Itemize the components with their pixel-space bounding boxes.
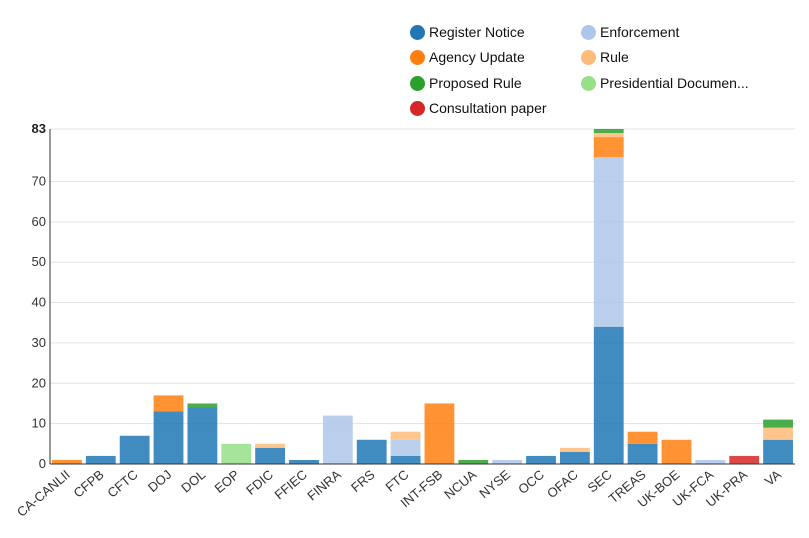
- bar-segment: VA — Register Notice: 6: [763, 439, 793, 464]
- legend-label: Agency Update: [429, 49, 525, 65]
- bar-segment: INT-FSB — Agency Update: 15: [424, 403, 455, 464]
- legend-item-enforcement[interactable]: Enforcement: [581, 21, 679, 43]
- legend-item-register-notice[interactable]: Register Notice: [410, 21, 525, 43]
- bar-segment: SEC — Rule: 1: [593, 133, 624, 138]
- legend-label: Enforcement: [600, 24, 680, 40]
- bar-segment: FDIC — Register Notice: 4: [255, 447, 286, 464]
- bar-segment: DOL — Register Notice: 14: [187, 407, 218, 464]
- legend-item-agency-update[interactable]: Agency Update: [410, 46, 525, 68]
- bar-segment: CFPB — Register Notice: 2: [85, 455, 116, 464]
- y-tick-label: 0: [39, 456, 46, 471]
- legend-item-presidential-documents[interactable]: Presidential Documen...: [581, 72, 749, 94]
- y-tick-label: 70: [32, 173, 46, 188]
- legend-label: Rule: [600, 49, 629, 65]
- x-tick-label: DOL: [178, 467, 208, 496]
- bar-segment: NYSE — Enforcement: 1: [492, 459, 523, 464]
- bar-segment: TREAS — Agency Update: 3: [627, 431, 658, 444]
- x-tick-label: OFAC: [544, 467, 581, 501]
- x-tick-label: EOP: [211, 467, 242, 496]
- y-tick-label: 10: [32, 416, 46, 431]
- bar-stacks: CA-CANLII — Agency Update: 1CFPB — Regis…: [52, 129, 793, 464]
- x-tick-label: FRS: [348, 467, 378, 495]
- bar-segment: FTC — Rule: 2: [390, 431, 421, 440]
- legend-swatch: [410, 49, 425, 65]
- legend-item-rule[interactable]: Rule: [581, 46, 629, 68]
- legend-item-proposed-rule[interactable]: Proposed Rule: [410, 72, 522, 94]
- x-tick-label: VA: [762, 467, 784, 489]
- x-tick-label: DOJ: [145, 467, 175, 495]
- legend-swatch: [410, 24, 425, 40]
- y-axis: 0 10 20 30 40 50 60 70 83: [32, 121, 51, 471]
- bar-segment: NCUA — Proposed Rule: 1: [458, 459, 489, 464]
- bar-segment: OFAC — Rule: 1: [559, 447, 590, 452]
- legend-swatch: [581, 49, 596, 65]
- bar-segment: DOJ — Agency Update: 4: [153, 395, 184, 412]
- bar-segment: OCC — Register Notice: 2: [526, 455, 556, 464]
- bar-segment: CFTC — Register Notice: 7: [119, 435, 150, 464]
- bar-segment: FRS — Register Notice: 6: [356, 439, 387, 464]
- bar-segment: SEC — Enforcement: 42: [593, 157, 624, 327]
- x-tick-label: OCC: [515, 467, 547, 497]
- bar-segment: UK-PRA — Consultation paper: 2: [729, 455, 760, 464]
- y-tick-label: 50: [32, 254, 46, 269]
- legend-label: Presidential Documen...: [600, 75, 749, 91]
- legend-label: Proposed Rule: [429, 75, 522, 91]
- bar-segment: DOL — Proposed Rule: 1: [187, 403, 218, 408]
- bar-segment: UK-BOE — Agency Update: 6: [661, 439, 692, 464]
- x-tick-label: CA-CANLII: [14, 467, 73, 520]
- bar-segment: OFAC — Register Notice: 3: [559, 451, 590, 464]
- legend-swatch: [410, 75, 425, 91]
- bar-segment: EOP — Presidential Documen...: 5: [221, 443, 252, 464]
- grid-lines: [50, 128, 795, 425]
- y-tick-label: 30: [32, 335, 46, 350]
- y-tick-label: 83: [32, 121, 46, 136]
- bar-segment: FTC — Register Notice: 2: [390, 455, 421, 464]
- chart-legend: Register Notice Enforcement Agency Updat…: [0, 0, 809, 120]
- legend-swatch: [581, 24, 596, 40]
- bar-segment: TREAS — Register Notice: 5: [627, 443, 658, 464]
- bar-segment: FINRA — Enforcement: 12: [322, 415, 353, 464]
- x-tick-label: NCUA: [441, 467, 479, 502]
- bar-segment: SEC — Register Notice: 34: [593, 326, 624, 464]
- bar-segment: CA-CANLII — Agency Update: 1: [52, 459, 82, 464]
- bar-segment: FTC — Enforcement: 4: [390, 439, 421, 456]
- bar-segment: FDIC — Rule: 1: [255, 443, 286, 448]
- x-tick-label: FINRA: [304, 467, 344, 504]
- legend-label: Register Notice: [429, 24, 525, 40]
- y-tick-label: 60: [32, 214, 46, 229]
- bar-segment: SEC — Proposed Rule: 1: [593, 129, 624, 134]
- x-tick-label: CFTC: [104, 467, 140, 501]
- x-tick-label: NYSE: [476, 467, 513, 501]
- legend-swatch: [410, 100, 425, 116]
- y-tick-label: 20: [32, 375, 46, 390]
- bar-segment: VA — Rule: 3: [763, 427, 793, 440]
- bar-segment: SEC — Agency Update: 5: [593, 137, 624, 158]
- legend-swatch: [581, 75, 596, 91]
- bar-segment: UK-FCA — Enforcement: 1: [695, 459, 726, 464]
- legend-label: Consultation paper: [429, 100, 547, 116]
- bar-segment: FFIEC — Register Notice: 1: [289, 459, 319, 464]
- legend-item-consultation-paper[interactable]: Consultation paper: [410, 97, 547, 119]
- bar-segment: VA — Proposed Rule: 2: [763, 419, 793, 428]
- bar-segment: DOJ — Register Notice: 13: [153, 411, 184, 464]
- y-tick-label: 40: [32, 295, 46, 310]
- x-tick-label: FFIEC: [271, 467, 309, 503]
- x-tick-label: CFPB: [71, 467, 107, 501]
- x-tick-label: FDIC: [243, 467, 276, 498]
